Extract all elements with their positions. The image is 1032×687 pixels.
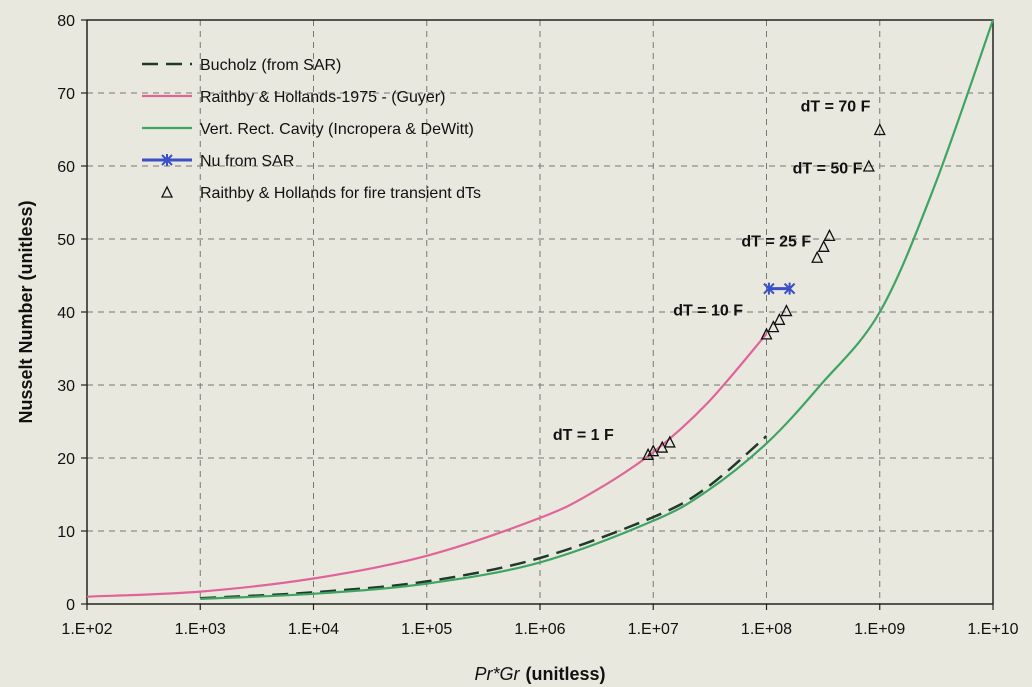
data-point (663, 435, 676, 448)
x-axis-label: Pr*Gr (unitless) (474, 664, 605, 684)
series-layer (86, 19, 995, 600)
annotation-label: dT = 10 F (673, 303, 743, 320)
data-point (647, 444, 660, 457)
legend-item: Bucholz (from SAR) (142, 57, 341, 74)
annotation-label: dT = 70 F (801, 98, 871, 115)
data-point (642, 447, 655, 461)
x-tick-label: 1.E+03 (175, 621, 226, 638)
legend: Bucholz (from SAR) Raithby & Hollands-197… (142, 57, 481, 202)
grid (87, 20, 993, 604)
series-line (86, 333, 768, 598)
series-1 (86, 333, 768, 598)
data-point (780, 304, 793, 317)
x-axis-label-italic: Pr*Gr (474, 664, 520, 684)
x-tick-label: 1.E+06 (514, 621, 565, 638)
annotations: dT = 70 F dT = 50 F dT = 25 F dT = 10 F dT =… (553, 98, 871, 444)
x-tick-label: 1.E+10 (967, 621, 1018, 638)
x-tick-label: 1.E+05 (401, 621, 452, 638)
y-tick-label: 0 (66, 597, 75, 614)
data-point (763, 282, 775, 295)
y-tick-label: 10 (57, 524, 75, 541)
y-tick-label: 20 (57, 451, 75, 468)
series-2 (200, 19, 995, 600)
legend-marker (160, 185, 174, 198)
y-tick-label: 70 (57, 86, 75, 103)
series-line (200, 435, 768, 600)
y-axis-label: Nusselt Number (unitless) (16, 200, 36, 423)
data-point (773, 312, 786, 325)
series-line (200, 19, 995, 600)
legend-label: Nu from SAR (200, 153, 294, 170)
legend-marker (161, 154, 173, 166)
annotation-label: dT = 50 F (793, 160, 863, 177)
x-tick-label: 1.E+08 (741, 621, 792, 638)
y-tick-label: 50 (57, 232, 75, 249)
series-3 (763, 282, 796, 295)
legend-label: Bucholz (from SAR) (200, 57, 341, 74)
tick-labels: 1.E+02 1.E+03 1.E+04 1.E+05 1.E+06 1.E+07 1.E+… (57, 13, 1018, 638)
annotation-label: dT = 25 F (741, 233, 811, 250)
y-tick-label: 30 (57, 378, 75, 395)
legend-label: Raithby & Hollands-1975 - (Guyer) (200, 89, 445, 106)
data-point (817, 239, 830, 252)
legend-label: Raithby & Hollands for fire transient dT… (200, 185, 481, 202)
legend-item: Raithby & Hollands-1975 - (Guyer) (142, 89, 445, 106)
legend-item: Raithby & Hollands for fire transient dT… (160, 185, 481, 202)
data-point (767, 320, 780, 333)
y-tick-label: 40 (57, 305, 75, 322)
x-tick-label: 1.E+04 (288, 621, 339, 638)
data-point (783, 282, 796, 295)
legend-item: Vert. Rect. Cavity (Incropera & DeWitt) (142, 121, 474, 138)
legend-label: Vert. Rect. Cavity (Incropera & DeWitt) (200, 121, 474, 138)
y-tick-label: 60 (57, 159, 75, 176)
data-point (823, 228, 836, 242)
x-tick-label: 1.E+07 (628, 621, 679, 638)
y-tick-label: 80 (57, 13, 75, 30)
data-point (873, 123, 886, 136)
x-tick-label: 1.E+02 (61, 621, 112, 638)
series-0 (200, 435, 768, 600)
series-4 (642, 123, 886, 461)
annotation-label: dT = 1 F (553, 427, 614, 444)
x-tick-label: 1.E+09 (854, 621, 905, 638)
legend-item: Nu from SAR (142, 153, 294, 170)
data-point (862, 159, 875, 172)
data-point (760, 327, 773, 340)
x-axis-label-rest: (unitless) (525, 664, 605, 684)
data-point (811, 250, 824, 263)
